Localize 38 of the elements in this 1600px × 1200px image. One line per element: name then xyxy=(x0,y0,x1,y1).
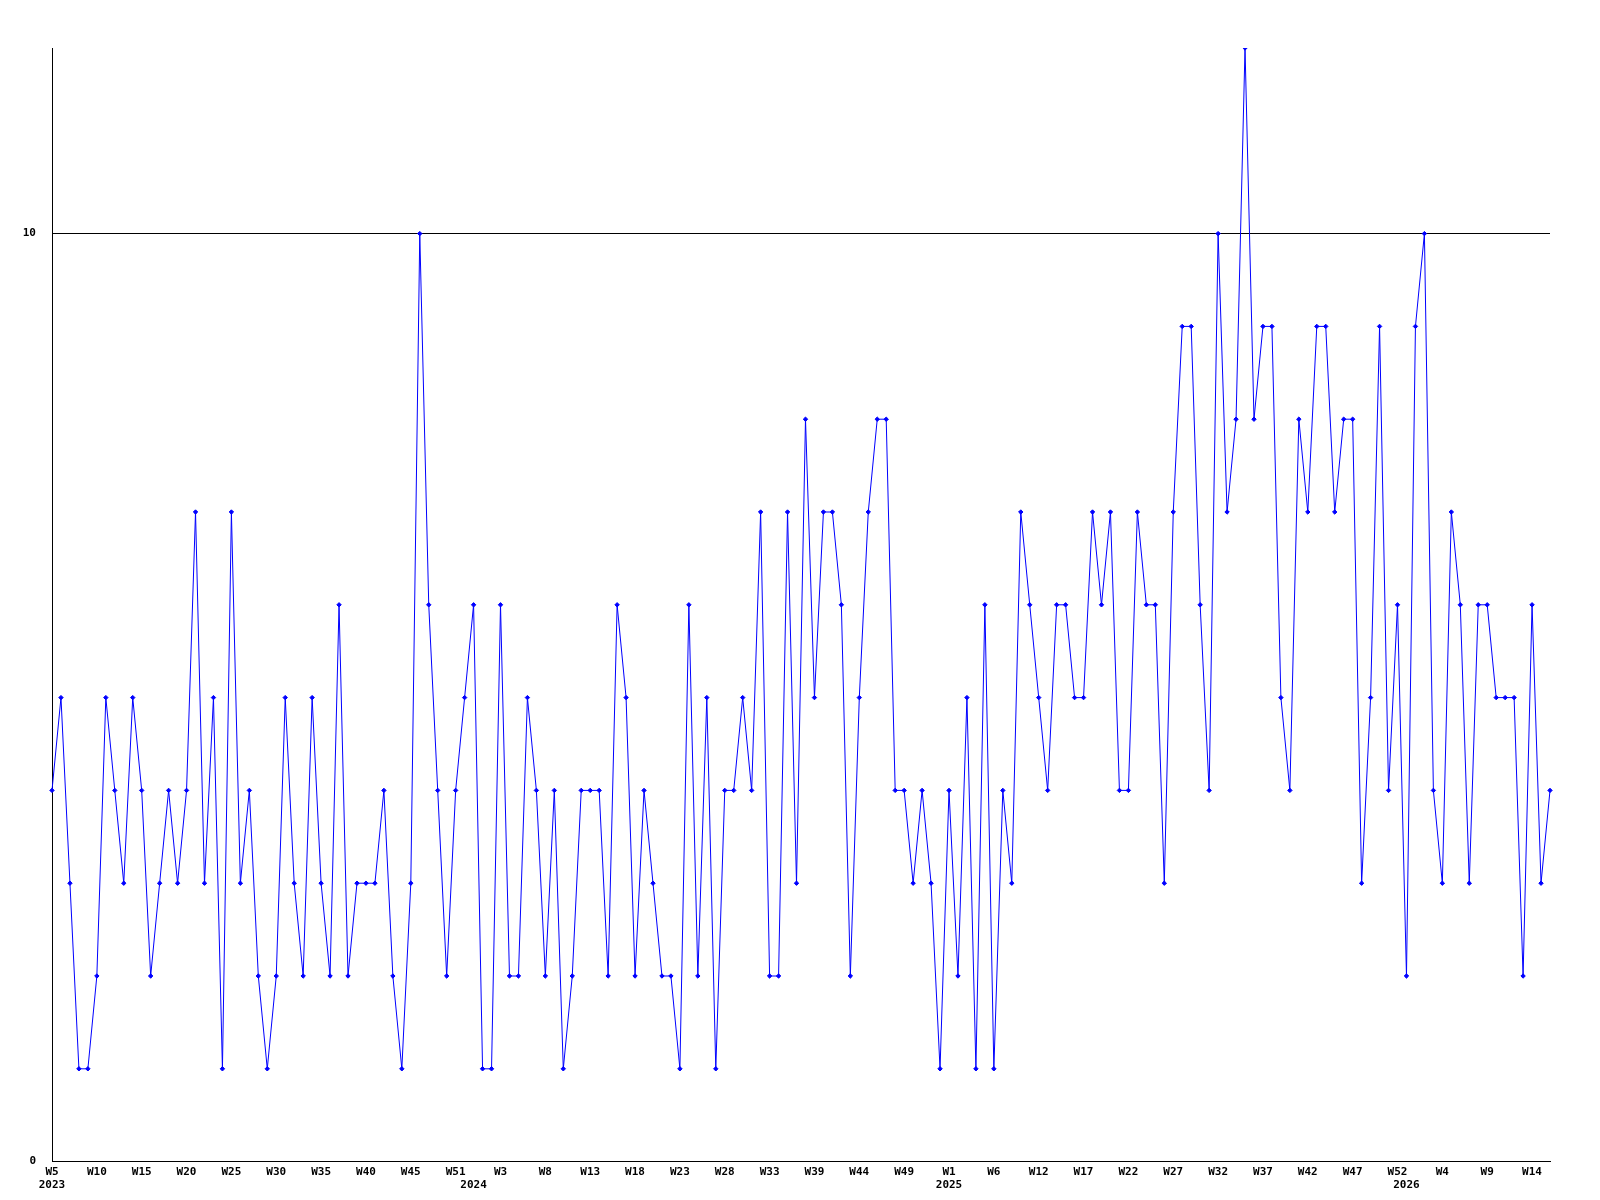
x-tick-label: W17 xyxy=(1073,1165,1094,1179)
x-tick-label: W42 xyxy=(1297,1165,1318,1179)
x-tick-label: W32 xyxy=(1208,1165,1229,1179)
x-tick-label: W45 xyxy=(400,1165,421,1179)
x-tick-label: W28 xyxy=(714,1165,735,1179)
x-tick-label: W40 xyxy=(356,1165,376,1179)
x-tick-label: W14 xyxy=(1522,1165,1543,1179)
x-tick-label: W10 xyxy=(86,1165,107,1179)
x-tick-label: W6 xyxy=(987,1165,1001,1179)
x-tick-label: 2024 xyxy=(460,1178,488,1192)
x-tick-label: W44 xyxy=(849,1165,870,1179)
x-tick-label: W13 xyxy=(580,1165,601,1179)
x-tick-label: W22 xyxy=(1118,1165,1139,1179)
x-tick-label: W5 2023 xyxy=(38,1165,66,1192)
x-tick-label: W51 xyxy=(445,1165,466,1179)
x-tick-label: W27 xyxy=(1163,1165,1184,1179)
x-tick-label: W12 xyxy=(1028,1165,1049,1179)
x-tick-label: W25 xyxy=(221,1165,242,1179)
y-tick-label: 0 xyxy=(29,1154,36,1168)
x-tick-label: W52 xyxy=(1387,1165,1408,1179)
x-tick-label: W49 xyxy=(894,1165,915,1179)
x-tick-label: W33 xyxy=(759,1165,780,1179)
x-tick-label: 2026 xyxy=(1393,1178,1421,1192)
y-tick-label: 10 xyxy=(22,226,36,240)
x-tick-label: W47 xyxy=(1342,1165,1363,1179)
x-tick-label: W37 xyxy=(1253,1165,1273,1179)
x-tick-label: W30 xyxy=(266,1165,287,1179)
x-tick-label: W23 xyxy=(669,1165,690,1179)
x-tick-label: W1 2025 xyxy=(935,1165,963,1192)
x-tick-label: W4 xyxy=(1435,1165,1450,1179)
x-tick-label: W35 xyxy=(311,1165,332,1179)
x-tick-label: W39 xyxy=(804,1165,825,1179)
x-tick-label: W8 xyxy=(538,1165,552,1179)
x-tick-label: W20 xyxy=(176,1165,197,1179)
x-tick-label: W9 xyxy=(1480,1165,1494,1179)
x-tick-label: W18 xyxy=(625,1165,645,1179)
x-tick-label: W3 xyxy=(493,1165,508,1179)
x-tick-label: W15 xyxy=(131,1165,152,1179)
